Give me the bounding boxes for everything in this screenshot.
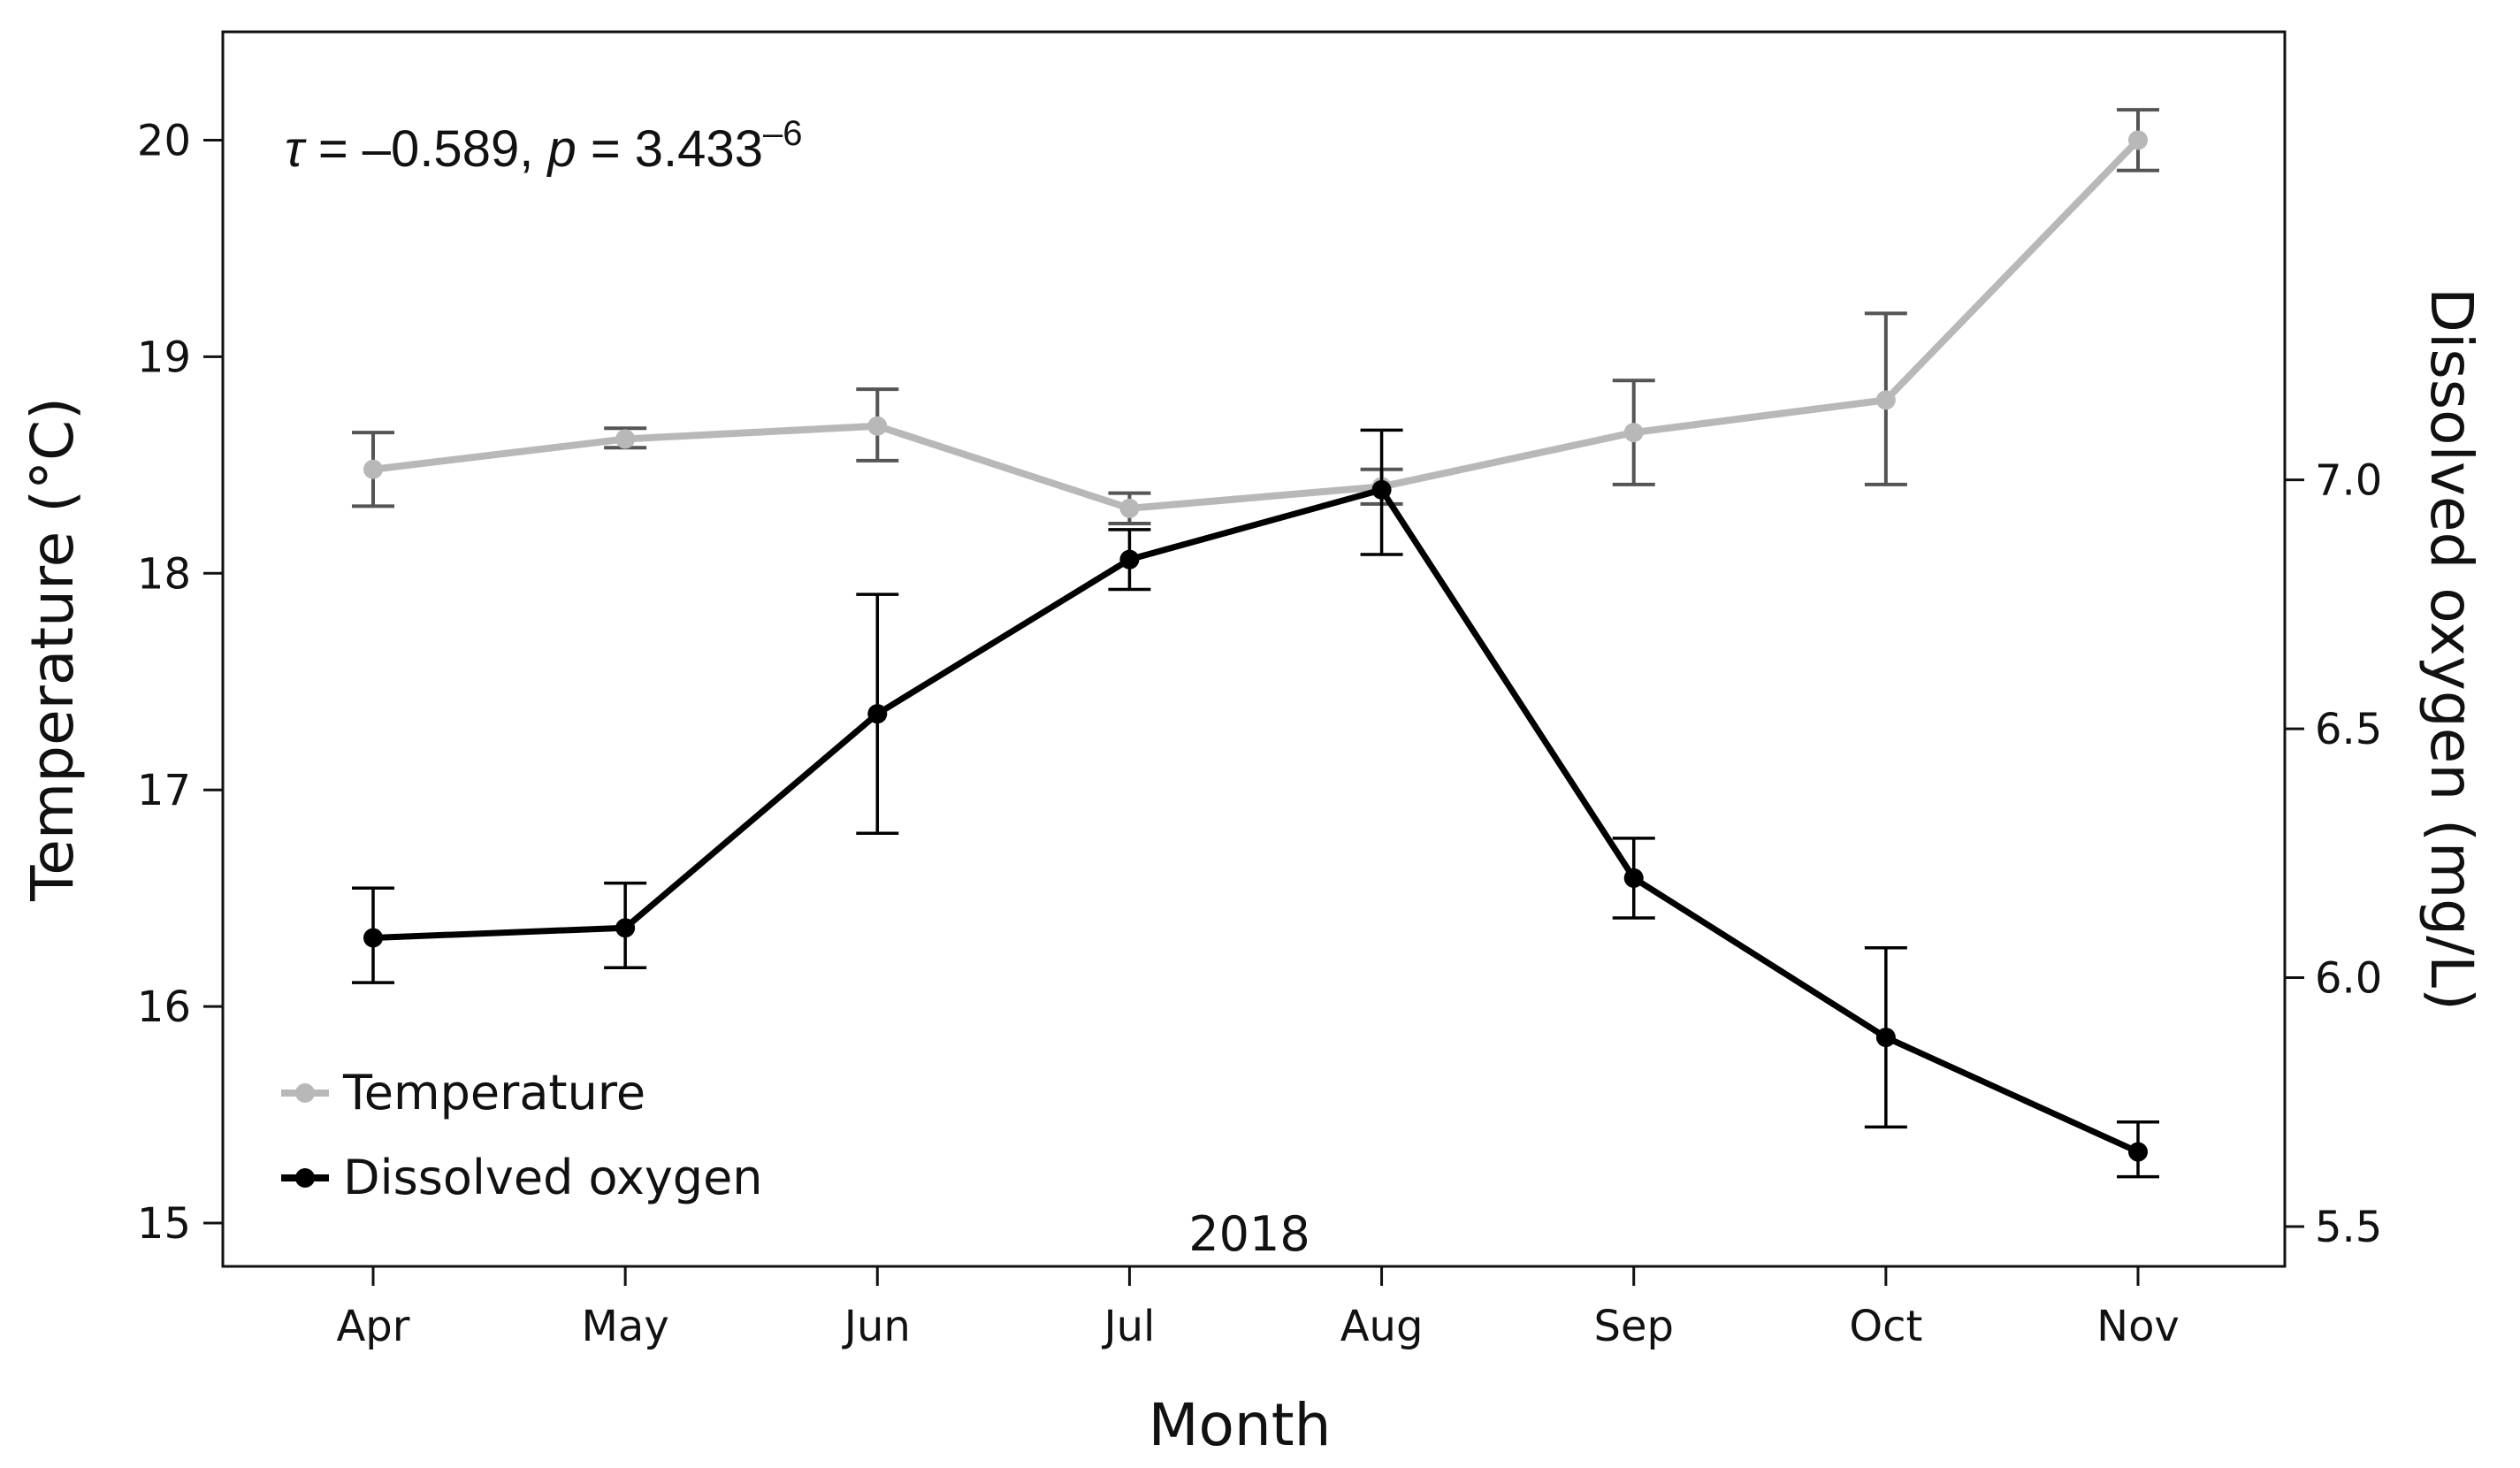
plot-frame: [221, 30, 2287, 1268]
data-point: [363, 459, 383, 479]
left-tick-label: 16: [137, 982, 191, 1032]
data-point: [363, 928, 383, 948]
x-tick-label: May: [582, 1302, 669, 1351]
right-tick-label: 5.5: [2315, 1203, 2382, 1252]
p-symbol: p: [546, 120, 576, 178]
legend-oxygen-marker: [295, 1168, 315, 1188]
year-label: 2018: [1188, 1206, 1310, 1262]
series-dissolved-oxygen: [352, 428, 2159, 1179]
data-point: [615, 918, 636, 938]
left-tick-label: 18: [137, 549, 191, 599]
tau-symbol: τ: [285, 120, 307, 178]
x-tick-label: Sep: [1593, 1302, 1673, 1351]
x-axis-title: Month: [1149, 1391, 1332, 1459]
x-tick-label: Apr: [336, 1302, 409, 1351]
series-layer: [352, 108, 2159, 1179]
data-point: [1371, 479, 1392, 500]
x-axis-tick-labels: Apr May Jun Jul Aug Sep Oct Nov: [336, 1302, 2179, 1351]
left-tick-label: 20: [137, 116, 191, 165]
data-point: [867, 704, 888, 724]
left-axis-tick-labels: 15 16 17 18 19 20: [137, 116, 191, 1249]
x-tick-label: Jun: [842, 1302, 911, 1351]
x-tick-label: Aug: [1340, 1302, 1424, 1351]
data-point: [1623, 868, 1644, 888]
data-point: [1875, 1028, 1896, 1048]
left-tick-label: 15: [137, 1199, 191, 1249]
right-tick-label: 6.5: [2315, 705, 2382, 754]
x-tick-label: Oct: [1849, 1302, 1922, 1351]
data-point: [1875, 390, 1896, 410]
y-axis-title-right: Dissolved oxygen (mg/L): [2417, 287, 2486, 1011]
series-line: [372, 486, 2140, 1155]
legend-temperature-marker: [295, 1083, 315, 1103]
data-point: [1119, 549, 1140, 570]
y-axis-title-left: Temperature (°C): [19, 397, 87, 902]
right-tick-label: 7.0: [2315, 456, 2382, 506]
tau-value: = –0.589,: [304, 120, 548, 178]
data-point: [2128, 130, 2148, 150]
data-point: [2128, 1142, 2148, 1162]
series-temperature: [352, 108, 2159, 525]
data-point: [1623, 423, 1644, 443]
series-line: [372, 137, 2141, 512]
left-tick-label: 17: [137, 766, 191, 815]
p-value: = 3.433: [577, 120, 763, 178]
statistics-annotation: τ = –0.589, p = 3.433–6: [285, 114, 802, 178]
axis-ticks: [203, 138, 2304, 1286]
right-tick-label: 6.0: [2315, 954, 2382, 1004]
x-tick-label: Jul: [1101, 1302, 1155, 1351]
legend: Temperature Dissolved oxygen: [281, 1065, 763, 1205]
legend-oxygen-label: Dissolved oxygen: [343, 1150, 763, 1205]
data-point: [1119, 498, 1140, 518]
data-point: [867, 416, 888, 436]
legend-temperature-label: Temperature: [342, 1065, 645, 1120]
x-tick-label: Nov: [2096, 1302, 2180, 1351]
p-exponent: –6: [763, 114, 803, 153]
left-tick-label: 19: [137, 333, 191, 382]
data-point: [615, 429, 636, 449]
right-axis-tick-labels: 5.5 6.0 6.5 7.0: [2315, 456, 2382, 1252]
